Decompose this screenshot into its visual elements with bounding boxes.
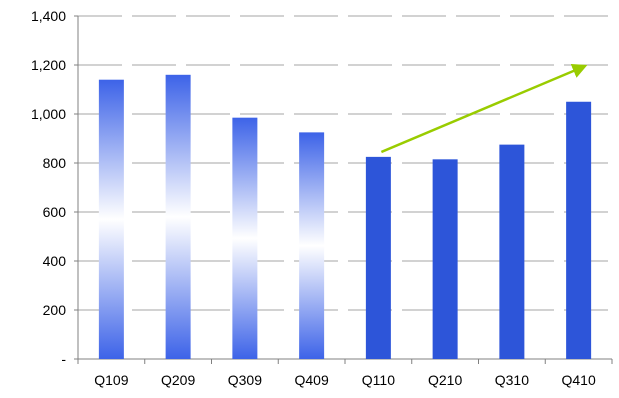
- gridlines: [78, 15, 612, 311]
- y-tick-label: 400: [43, 253, 67, 269]
- bar-Q310: [499, 144, 525, 359]
- y-tick-label: -: [61, 351, 66, 367]
- y-tick-label: 200: [43, 302, 67, 318]
- annotations: [380, 63, 588, 154]
- x-tick-label: Q410: [562, 372, 596, 388]
- bar-Q209: [165, 74, 191, 360]
- axes: [74, 15, 613, 364]
- bar-Q109: [98, 79, 124, 359]
- x-tick-label: Q210: [428, 372, 462, 388]
- x-tick-label: Q310: [495, 372, 529, 388]
- y-tick-label: 1,400: [31, 8, 66, 24]
- bar-Q409: [299, 132, 325, 359]
- x-tick-label: Q209: [161, 372, 195, 388]
- bar-Q110: [365, 156, 391, 359]
- x-tick-label: Q109: [94, 372, 128, 388]
- bar-Q210: [432, 159, 458, 359]
- x-tick-labels: Q109 Q209 Q309 Q409 Q110 Q210 Q310 Q410: [94, 372, 596, 388]
- bar-Q410: [566, 101, 592, 359]
- y-tick-labels: - 200 400 600 800 1,000 1,200 1,400: [31, 8, 66, 367]
- bar-Q309: [232, 117, 258, 359]
- y-tick-label: 1,200: [31, 57, 66, 73]
- y-tick-label: 1,000: [31, 106, 66, 122]
- x-tick-label: Q110: [362, 372, 395, 388]
- x-tick-label: Q409: [295, 372, 329, 388]
- trend-arrow: [380, 63, 588, 154]
- y-tick-label: 600: [43, 204, 67, 220]
- bars: [98, 74, 592, 360]
- y-tick-label: 800: [43, 155, 67, 171]
- x-tick-label: Q309: [228, 372, 262, 388]
